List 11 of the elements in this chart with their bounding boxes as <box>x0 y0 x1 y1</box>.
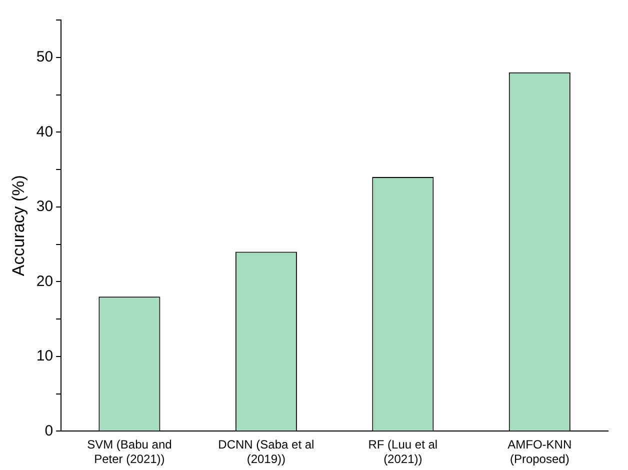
x-tick-label: DCNN (Saba et al (2019)) <box>218 438 314 466</box>
x-tick-label: AMFO-KNN (Proposed) <box>508 438 572 466</box>
y-axis-title: Accuracy (%) <box>8 175 28 276</box>
y-tick-label: 20 <box>36 272 54 290</box>
y-tick-label: 10 <box>36 348 54 365</box>
y-tick-label: 30 <box>36 198 54 216</box>
y-tick-label: 40 <box>36 123 54 140</box>
y-tick-label: 0 <box>44 422 54 440</box>
x-tick-label: SVM (Babu and Peter (2021)) <box>87 438 172 466</box>
y-tick-label: 50 <box>36 48 54 66</box>
x-tick-label: RF (Luu et al (2021)) <box>368 438 438 466</box>
